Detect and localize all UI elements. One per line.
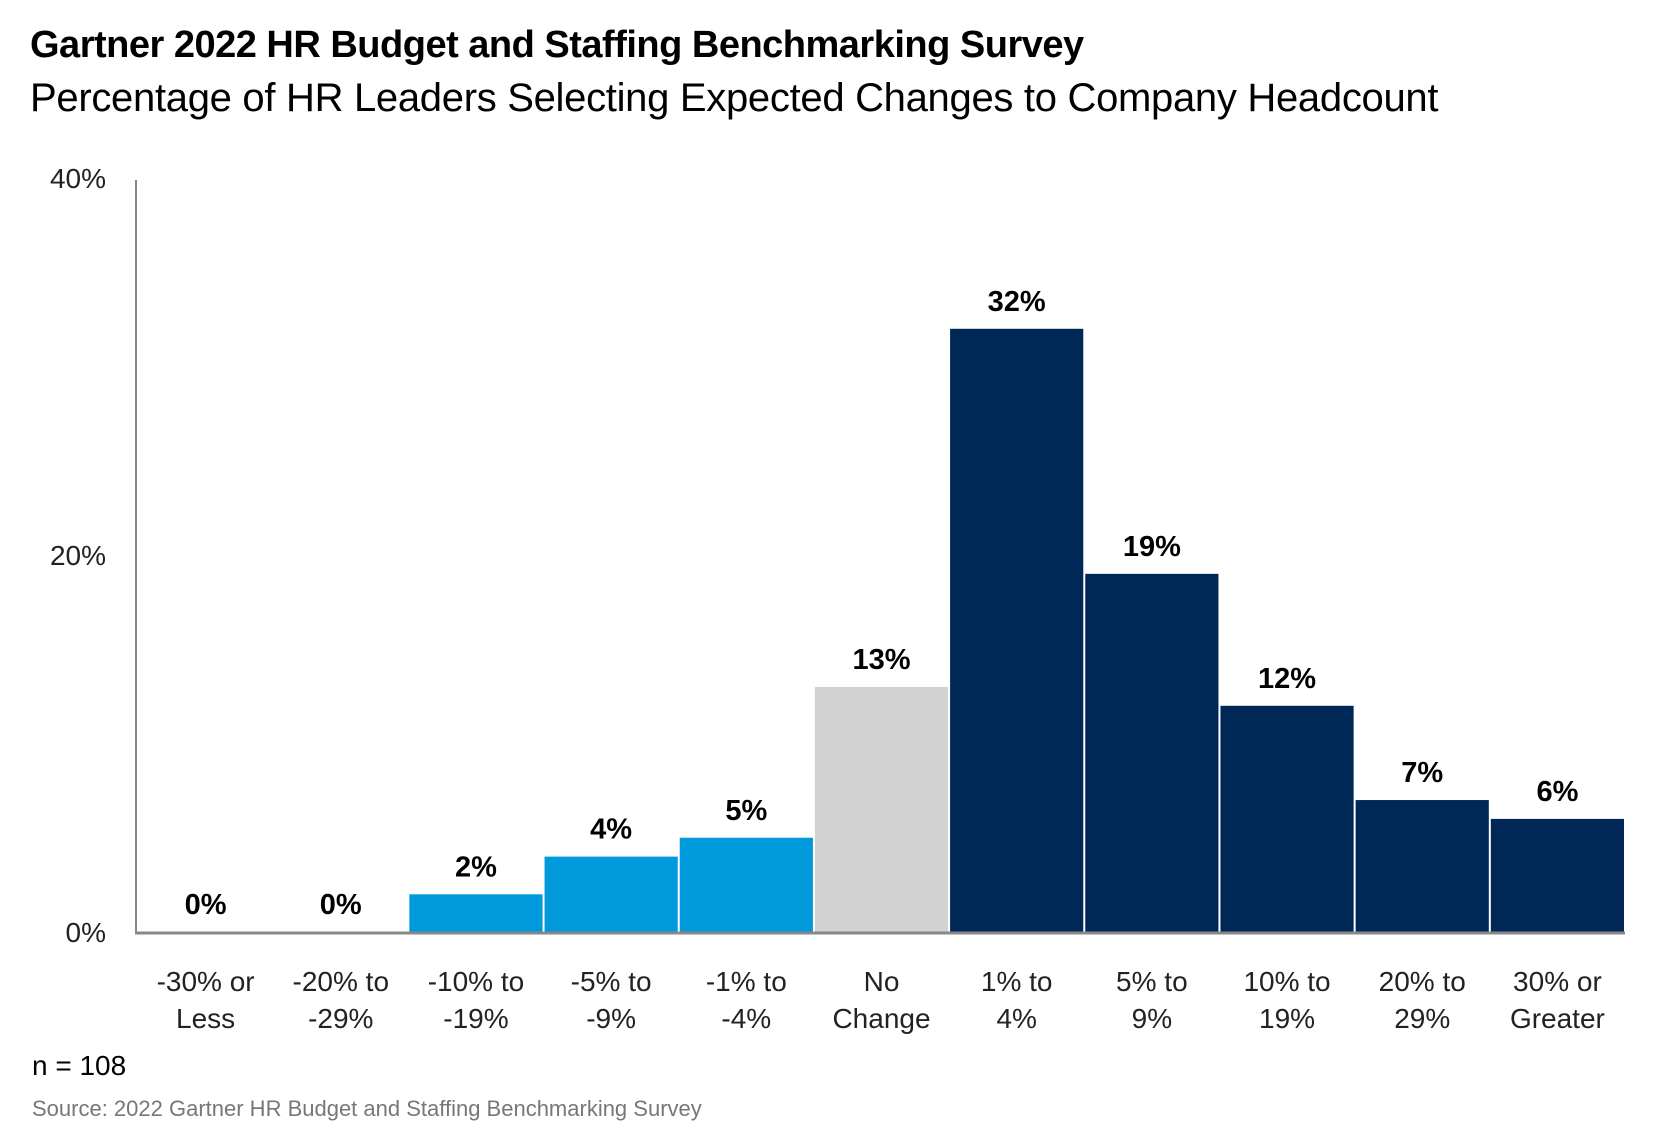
x-tick-label: 10% to <box>1243 966 1330 997</box>
data-label: 7% <box>1401 757 1443 789</box>
x-tick-label: -4% <box>721 1003 771 1034</box>
data-label: 12% <box>1258 663 1316 695</box>
bar <box>1490 818 1624 932</box>
x-tick-label: -9% <box>586 1003 636 1034</box>
x-tick-label: No <box>864 966 900 997</box>
x-tick-label: 30% or <box>1513 966 1602 997</box>
x-tick-label: -10% to <box>428 966 525 997</box>
y-tick-label: 0% <box>66 917 106 948</box>
data-label: 19% <box>1123 531 1181 563</box>
source-note: Source: 2022 Gartner HR Budget and Staff… <box>32 1096 702 1121</box>
x-tick-label: Change <box>832 1003 930 1034</box>
data-label: 6% <box>1536 776 1578 808</box>
x-tick-label: 1% to <box>981 966 1053 997</box>
x-tick-label: Less <box>176 1003 235 1034</box>
bar <box>1355 800 1489 932</box>
x-tick-label: -20% to <box>293 966 390 997</box>
bar <box>814 686 949 932</box>
x-tick-label: -29% <box>308 1003 373 1034</box>
x-tick-label: Greater <box>1510 1003 1605 1034</box>
x-tick-label: 29% <box>1394 1003 1450 1034</box>
x-tick-label: 5% to <box>1116 966 1188 997</box>
x-tick-label: -30% or <box>157 966 255 997</box>
bar <box>1220 705 1354 932</box>
data-label: 5% <box>725 795 767 827</box>
bar <box>950 328 1084 932</box>
bar <box>544 856 678 932</box>
chart-subtitle: Percentage of HR Leaders Selecting Expec… <box>30 76 1439 120</box>
bar <box>409 894 543 932</box>
y-tick-label: 40% <box>50 163 106 194</box>
x-tick-label: -1% to <box>706 966 787 997</box>
x-tick-label: 9% <box>1132 1003 1172 1034</box>
data-label: 2% <box>455 851 497 883</box>
y-tick-label: 20% <box>50 540 106 571</box>
data-label: 0% <box>320 889 362 921</box>
data-label: 32% <box>988 286 1046 318</box>
data-label: 13% <box>852 644 910 676</box>
x-tick-label: 20% to <box>1379 966 1466 997</box>
data-label: 4% <box>590 814 632 846</box>
sample-size-note: n = 108 <box>32 1050 127 1081</box>
x-tick-label: 19% <box>1259 1003 1315 1034</box>
x-tick-label: -5% to <box>571 966 652 997</box>
x-tick-label: -19% <box>443 1003 508 1034</box>
bar <box>679 837 813 932</box>
chart-title: Gartner 2022 HR Budget and Staffing Benc… <box>30 24 1084 66</box>
data-label: 0% <box>185 889 227 921</box>
bar <box>1085 573 1219 932</box>
x-tick-label: 4% <box>996 1003 1036 1034</box>
